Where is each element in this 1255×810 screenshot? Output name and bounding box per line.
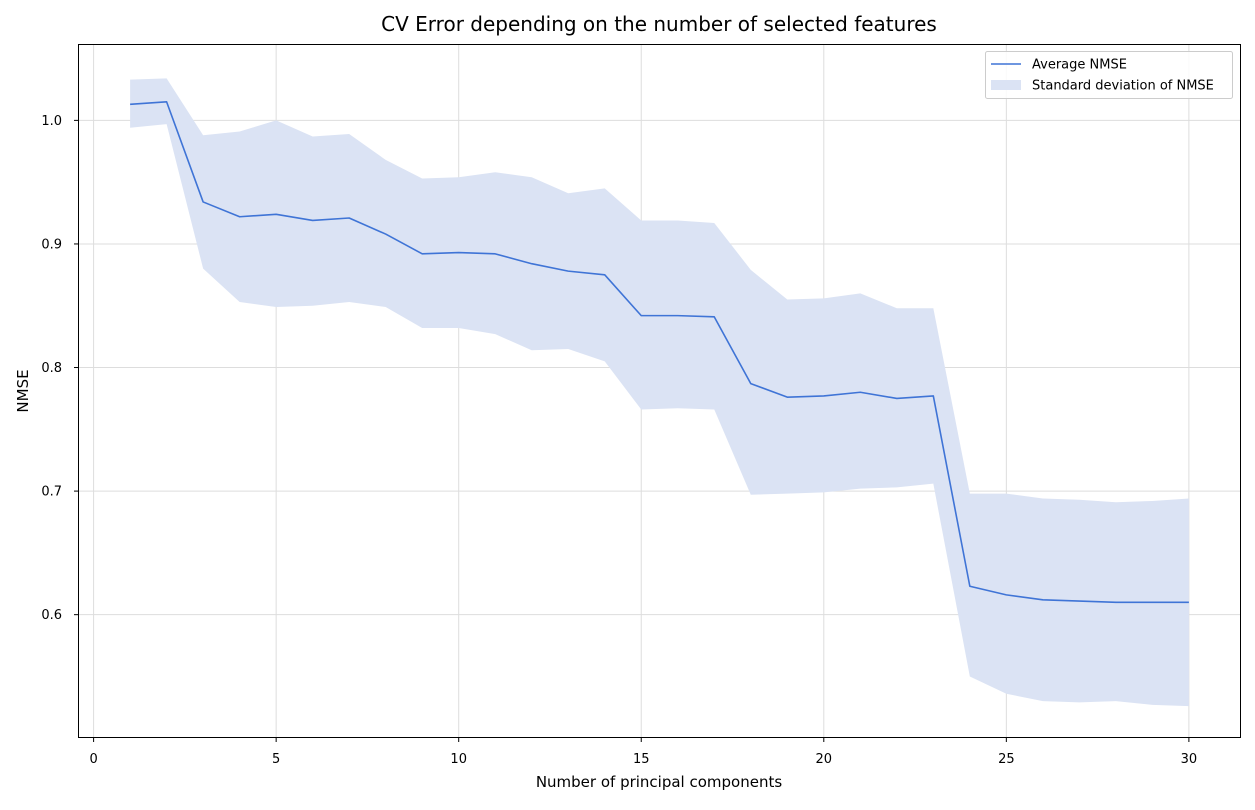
legend-label-average: Average NMSE <box>1032 58 1127 73</box>
x-tick-label-30: 30 <box>1181 752 1198 767</box>
x-tick-label-10: 10 <box>450 752 467 767</box>
legend-box <box>985 51 1233 99</box>
band-layer <box>130 78 1189 707</box>
legend: Average NMSE Standard deviation of NMSE <box>985 51 1233 99</box>
line-layer <box>130 101 1189 604</box>
x-tick-label-20: 20 <box>816 752 833 767</box>
x-axis-label: Number of principal components <box>536 773 783 791</box>
y-tick-label-0.6: 0.6 <box>41 608 62 623</box>
legend-label-std: Standard deviation of NMSE <box>1032 79 1214 94</box>
x-tick-label-25: 25 <box>998 752 1015 767</box>
x-tick-label-15: 15 <box>633 752 650 767</box>
chart-title: CV Error depending on the number of sele… <box>381 12 937 36</box>
y-axis-ticks: 0.6 0.7 0.8 0.9 1.0 <box>41 114 79 623</box>
average-nmse-line <box>130 101 1189 604</box>
x-tick-label-0: 0 <box>89 752 97 767</box>
legend-band-swatch <box>991 80 1021 90</box>
y-tick-label-1.0: 1.0 <box>41 114 62 129</box>
y-axis-label: NMSE <box>14 369 32 412</box>
std-band-area <box>130 78 1189 707</box>
plot-frame <box>78 44 1241 738</box>
y-tick-label-0.7: 0.7 <box>41 485 62 500</box>
y-tick-label-0.9: 0.9 <box>41 237 62 252</box>
y-tick-label-0.8: 0.8 <box>41 361 62 376</box>
x-axis-ticks: 0 5 10 15 20 25 30 <box>89 737 1197 767</box>
x-tick-label-5: 5 <box>272 752 280 767</box>
